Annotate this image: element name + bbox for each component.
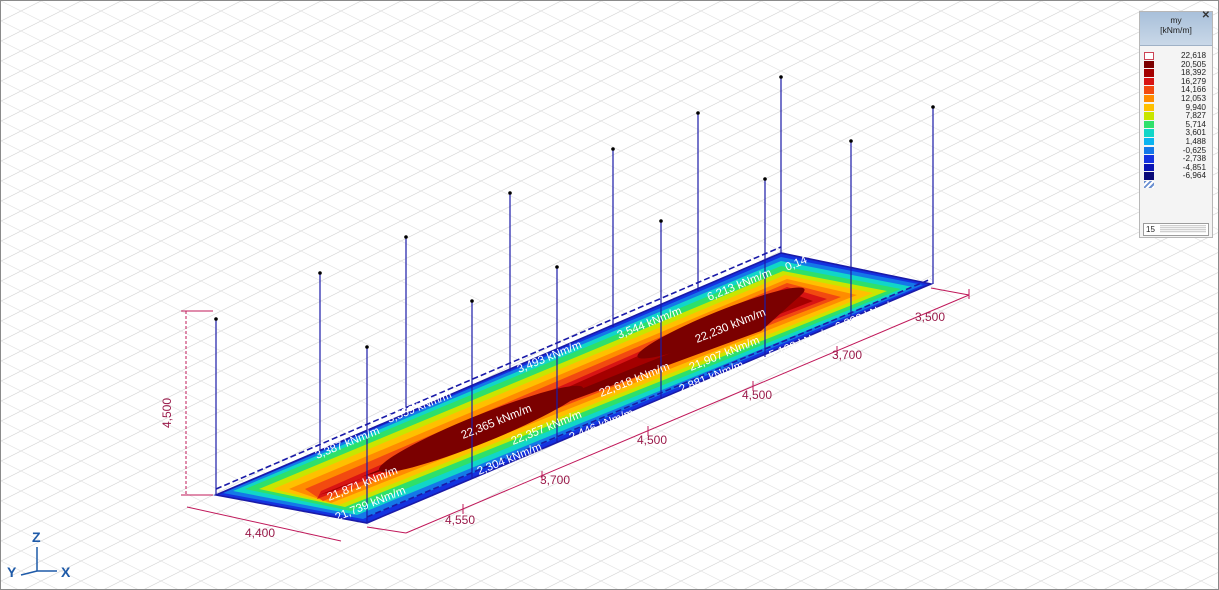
legend-row: 12,053 [1140, 93, 1212, 104]
legend-row: 14,166 [1140, 85, 1212, 95]
legend-title: my [1170, 15, 1182, 25]
legend-row: 7,827 [1140, 111, 1212, 121]
legend-row: 22,618 [1140, 51, 1212, 61]
dim-span-2: 3,700 [540, 473, 570, 487]
legend-swatch [1144, 94, 1154, 103]
legend-value: -4,851 [1182, 162, 1206, 172]
legend-unit: [kNm/m] [1160, 25, 1192, 35]
legend-swatch [1144, 180, 1154, 189]
legend-value: -2,738 [1182, 154, 1206, 164]
legend-value: 7,827 [1185, 111, 1207, 121]
legend-header: ✕ my [kNm/m] [1140, 10, 1212, 46]
legend-row: 18,392 [1140, 68, 1212, 78]
legend-swatch [1144, 112, 1154, 120]
member-top-nodes [214, 75, 935, 349]
close-icon[interactable]: ✕ [1201, 10, 1210, 21]
legend-rows: 22,618 20,505 18,392 16,279 14,166 12,053 9,94… [1140, 51, 1212, 190]
dim-width-left: 4,400 [245, 526, 275, 540]
dim-height: 4,500 [160, 398, 174, 428]
legend-swatch [1144, 137, 1154, 146]
dim-span-1: 4,550 [445, 513, 475, 527]
legend-swatch [1144, 155, 1154, 163]
legend-row: 9,940 [1140, 102, 1212, 113]
legend-value: 9,940 [1185, 102, 1207, 112]
legend-value: -6,964 [1182, 171, 1206, 181]
legend-swatch [1144, 129, 1154, 137]
legend-steps[interactable]: 15 [1143, 223, 1209, 236]
legend-swatch [1144, 69, 1154, 77]
legend-steps-control[interactable] [1160, 225, 1206, 233]
dimension-lines [181, 287, 970, 542]
legend-row: 3,601 [1140, 128, 1212, 138]
legend-value: 18,392 [1180, 68, 1206, 78]
legend-row: -4,851 [1140, 162, 1212, 173]
legend-swatch [1144, 163, 1154, 172]
legend-row: -2,738 [1140, 154, 1212, 164]
legend-swatch [1144, 172, 1154, 180]
legend-value: 3,601 [1185, 128, 1207, 138]
legend-row [1140, 180, 1212, 190]
axis-z-label: Z [32, 529, 41, 545]
dim-span-5: 3,700 [832, 348, 862, 362]
legend-row: -0,625 [1140, 145, 1212, 156]
legend-swatch [1144, 86, 1154, 94]
legend-value: 16,279 [1180, 76, 1206, 86]
legend-steps-value: 15 [1146, 225, 1155, 234]
legend-row: 1,488 [1140, 136, 1212, 147]
legend-row: -6,964 [1140, 171, 1212, 181]
legend-value: 1,488 [1185, 136, 1207, 146]
legend-row: 5,714 [1140, 119, 1212, 130]
vertical-members [215, 77, 934, 523]
dim-width-right: 3,500 [915, 310, 945, 324]
slab-outline [213, 246, 934, 524]
dim-span-3: 4,500 [637, 433, 667, 447]
legend-value: 12,053 [1180, 93, 1206, 103]
legend-swatch [1144, 52, 1154, 60]
legend-swatch [1144, 60, 1154, 69]
slab-contour [216, 253, 931, 523]
dimension-ticks [462, 289, 970, 514]
legend-swatch [1144, 77, 1154, 86]
legend-value: 22,618 [1180, 51, 1206, 60]
legend-value: -0,625 [1182, 145, 1206, 155]
legend-value: 20,505 [1180, 59, 1206, 69]
legend-row: 20,505 [1140, 59, 1212, 70]
legend-swatch [1144, 103, 1154, 112]
legend-row: 16,279 [1140, 76, 1212, 87]
axis-y-label: Y [7, 564, 17, 580]
color-legend-panel[interactable]: ✕ my [kNm/m] 22,618 20,505 18,392 16,279 14,… [1139, 11, 1213, 238]
legend-swatch [1144, 120, 1154, 129]
legend-swatch [1144, 146, 1154, 155]
legend-value: 5,714 [1185, 119, 1207, 129]
axis-x-label: X [61, 564, 71, 580]
axis-triad: Z Y X [7, 529, 71, 580]
dim-span-4: 4,500 [742, 388, 772, 402]
legend-value: 14,166 [1180, 85, 1206, 95]
